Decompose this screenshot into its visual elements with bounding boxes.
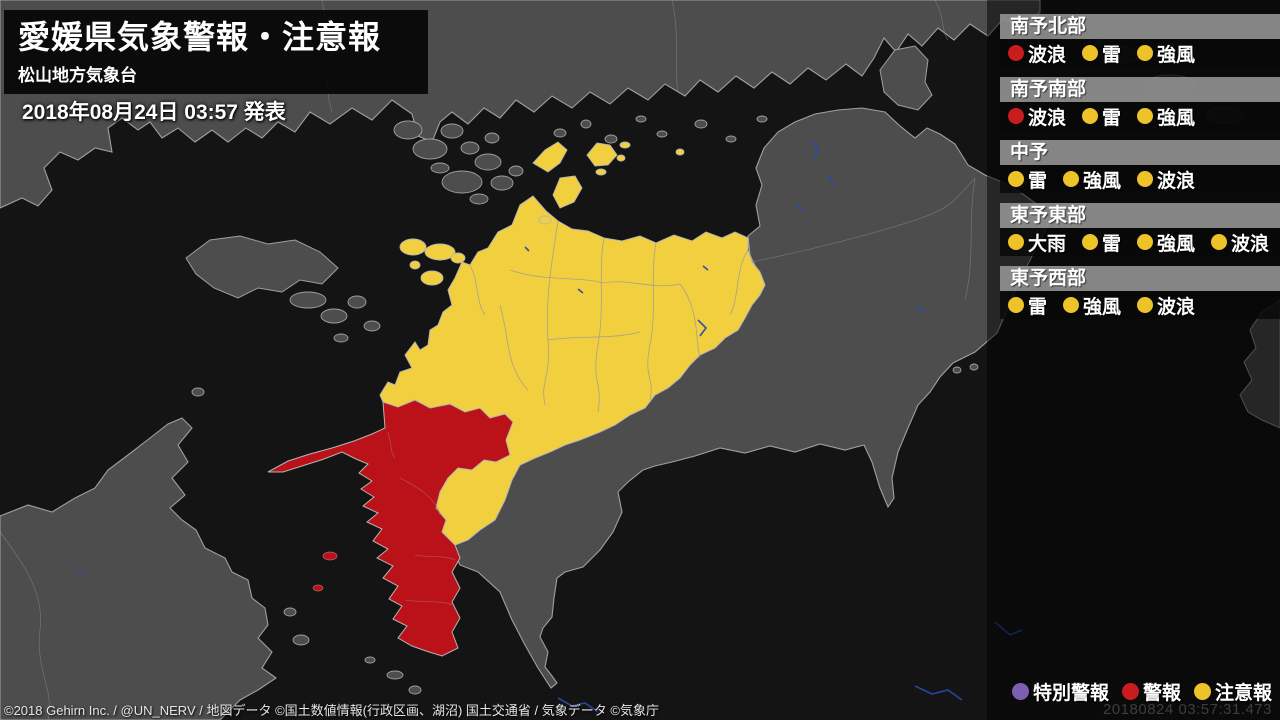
advisory-dot-icon	[1137, 234, 1154, 250]
warning-item: 強風	[1137, 229, 1195, 256]
region-warning-row: 波浪 雷 強風	[1000, 39, 1280, 67]
advisory-dot-icon	[1137, 171, 1154, 187]
warning-item: 強風	[1137, 103, 1195, 130]
advisory-dot-icon	[1008, 234, 1024, 250]
warning-dot-icon	[1121, 683, 1139, 700]
ehime-advisory-islands	[399, 141, 685, 286]
prefecture-border-kyushu	[0, 531, 50, 720]
warning-dot-icon	[1008, 45, 1024, 61]
page-title: 愛媛県気象警報・注意報	[18, 19, 382, 55]
advisory-dot-icon	[1082, 234, 1099, 250]
region-warning-panel: 南予北部 波浪雷強風 南予南部 波浪雷強風 中予雷強風 波浪 東予東部 大雨雷強風 波浪 東予西部…	[1000, 14, 1280, 329]
region-name: 中予	[1000, 140, 1280, 165]
warning-label: 雷	[1102, 107, 1122, 129]
warning-item: 波浪	[1211, 229, 1269, 256]
warning-item: 雷	[1008, 166, 1047, 193]
warning-label: 強風	[1083, 170, 1122, 192]
ehime-warning-area	[267, 399, 514, 657]
region-name: 東予東部	[1000, 203, 1280, 228]
warning-label: 雷	[1028, 170, 1048, 192]
observatory-name: 松山地方気象台	[18, 66, 137, 86]
warning-item: 波浪	[1008, 103, 1066, 130]
warning-label: 強風	[1157, 107, 1196, 129]
legend-item: 警報	[1121, 678, 1181, 705]
advisory-dot-icon	[1063, 171, 1080, 187]
region-section: 南予北部波浪 雷 強風	[1000, 14, 1280, 67]
warning-item: 波浪	[1137, 166, 1195, 193]
warning-label: 波浪	[1157, 170, 1196, 192]
advisory-dot-icon	[1193, 683, 1211, 700]
region-name: 南予南部	[1000, 77, 1280, 102]
advisory-dot-icon	[1008, 171, 1024, 187]
advisory-dot-icon	[1063, 297, 1080, 313]
warning-label: 大雨	[1028, 233, 1067, 255]
special-dot-icon	[1011, 683, 1029, 700]
advisory-dot-icon	[1137, 108, 1154, 124]
advisory-dot-icon	[1137, 297, 1154, 313]
copyright-credit: ©2018 Gehirn Inc. / @UN_NERV / 地図データ ©国土…	[4, 703, 659, 718]
region-name: 南予北部	[1000, 14, 1280, 39]
warning-item: 強風	[1063, 166, 1121, 193]
municipality-borders-yellow	[469, 220, 749, 413]
warning-label: 強風	[1083, 296, 1122, 318]
river-marks	[77, 139, 1023, 713]
advisory-dot-icon	[1211, 234, 1228, 250]
municipality-borders-red	[387, 431, 456, 606]
warning-item: 強風	[1063, 292, 1121, 319]
legend-item: 特別警報	[1011, 678, 1109, 705]
legend-label: 警報	[1142, 683, 1181, 704]
warning-label: 雷	[1102, 44, 1122, 66]
advisory-dot-icon	[1082, 45, 1099, 61]
warning-item: 雷	[1082, 103, 1121, 130]
warning-label: 強風	[1157, 233, 1196, 255]
region-section: 南予南部波浪 雷 強風	[1000, 77, 1280, 130]
region-warning-row: 波浪 雷 強風	[1000, 102, 1280, 130]
warning-item: 大雨	[1008, 229, 1066, 256]
warning-label: 波浪	[1028, 107, 1067, 129]
warning-label: 雷	[1102, 233, 1122, 255]
region-name: 東予西部	[1000, 266, 1280, 291]
warning-label: 雷	[1028, 296, 1048, 318]
issued-datetime: 2018年08月24日 03:57 発表	[22, 101, 286, 124]
region-warning-row: 大雨 雷 強風 波浪	[1000, 228, 1280, 256]
title-box: 愛媛県気象警報・注意報 松山地方気象台	[4, 10, 428, 94]
warning-label: 波浪	[1157, 296, 1196, 318]
region-warning-row: 雷 強風 波浪	[1000, 165, 1280, 193]
region-section: 東予東部大雨 雷 強風 波浪	[1000, 203, 1280, 256]
warning-level-legend: 特別警報 警報 注意報	[999, 678, 1272, 705]
warning-label: 波浪	[1231, 233, 1270, 255]
render-timestamp: 20180824 03:57:31.473	[1103, 701, 1272, 718]
region-warning-row: 雷 強風 波浪	[1000, 291, 1280, 319]
island-suo-oshima	[185, 235, 339, 299]
warning-label: 強風	[1157, 44, 1196, 66]
warning-item: 波浪	[1008, 40, 1066, 67]
advisory-dot-icon	[1082, 108, 1099, 124]
advisory-dot-icon	[1137, 45, 1154, 61]
warning-item: 強風	[1137, 40, 1195, 67]
landmass-kyushu	[0, 417, 277, 720]
legend-label: 注意報	[1214, 683, 1272, 704]
region-section: 中予雷 強風 波浪	[1000, 140, 1280, 193]
advisory-dot-icon	[1008, 297, 1024, 313]
legend-label: 特別警報	[1032, 683, 1109, 704]
warning-item: 雷	[1008, 292, 1047, 319]
region-section: 東予西部雷 強風 波浪	[1000, 266, 1280, 319]
warning-item: 雷	[1082, 40, 1121, 67]
warning-islets	[312, 551, 338, 592]
warning-item: 波浪	[1137, 292, 1195, 319]
warning-item: 雷	[1082, 229, 1121, 256]
warning-label: 波浪	[1028, 44, 1067, 66]
prefecture-borders-shikoku	[751, 177, 976, 301]
island-kojima	[879, 45, 933, 111]
legend-item: 注意報	[1193, 678, 1272, 705]
warning-dot-icon	[1008, 108, 1024, 124]
